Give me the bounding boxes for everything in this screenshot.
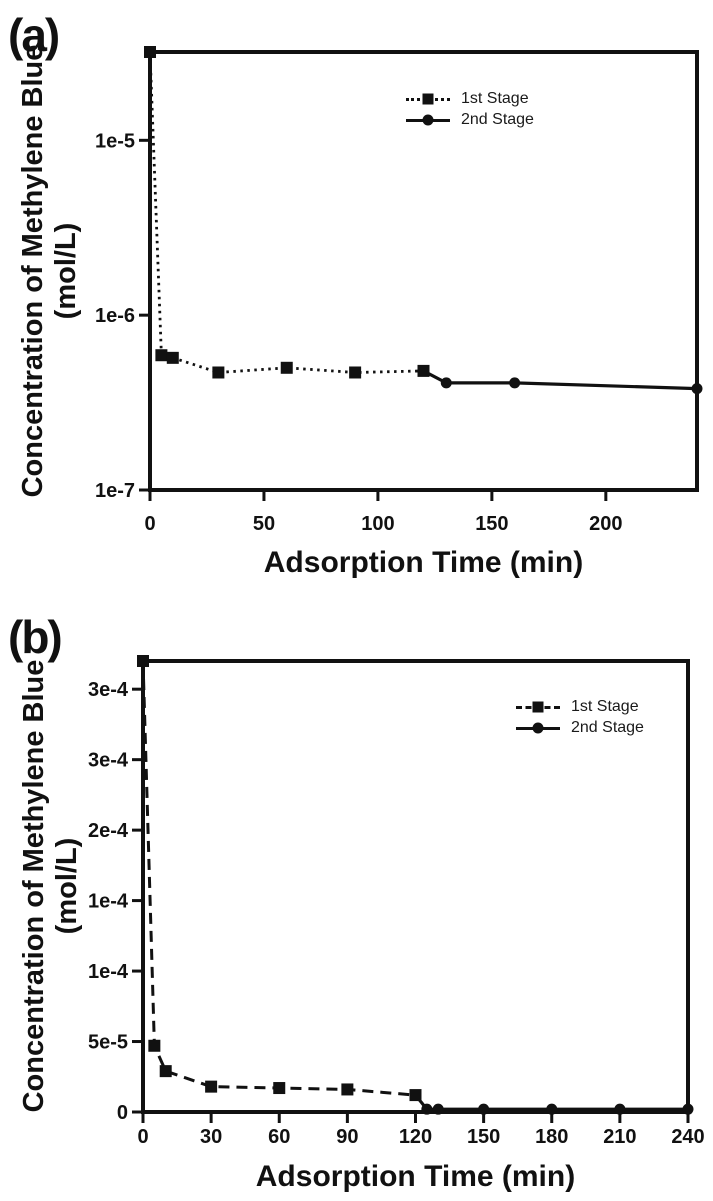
square-marker-icon <box>205 1080 218 1093</box>
square-marker-icon <box>409 1089 422 1102</box>
axes: 0 30 60 90 120 150 180 210 240 3e-4 3e-4 2e-4 1e-4 1e… <box>88 659 705 1148</box>
circle-marker-icon <box>614 1103 626 1115</box>
panel-a: 0 50 100 150 200 1e-5 1e-6 1e-7 (a) Concentrati… <box>0 0 713 600</box>
legend-a: 1st Stage 2nd Stage <box>406 89 534 130</box>
y-tick-label: 2e-4 <box>88 820 129 842</box>
series-line <box>148 51 424 374</box>
square-marker-icon <box>155 349 168 362</box>
legend-label-1st-stage: 1st Stage <box>571 698 639 715</box>
square-marker-icon <box>137 655 149 667</box>
circle-marker-icon <box>546 1103 558 1115</box>
legend-item-2nd-stage: 2nd Stage <box>406 110 534 130</box>
legend-item-1st-stage: 1st Stage <box>406 89 534 109</box>
legend-label-1st-stage: 1st Stage <box>461 90 529 107</box>
series-2nd-stage <box>414 1094 694 1115</box>
y-tick-label: 1e-4 <box>88 891 129 913</box>
series-1st-stage <box>137 655 422 1102</box>
series-line <box>141 660 416 1097</box>
x-tick-label: 30 <box>200 1126 222 1148</box>
series-line <box>422 369 698 391</box>
legend-swatch-solid-circle-icon <box>406 114 450 127</box>
x-tick-label: 100 <box>361 513 394 535</box>
axes: 0 50 100 150 200 1e-5 1e-6 1e-7 <box>95 50 699 535</box>
square-marker-icon <box>148 1039 161 1052</box>
square-marker-icon <box>280 361 293 374</box>
y-tick-label: 1e-5 <box>95 130 135 152</box>
legend-b: 1st Stage 2nd Stage <box>516 697 644 738</box>
panel-label-b: (b) <box>8 611 63 663</box>
square-marker-icon <box>273 1082 286 1095</box>
x-tick-label: 0 <box>137 1126 148 1148</box>
legend-label-2nd-stage: 2nd Stage <box>571 719 644 736</box>
x-tick-label: 200 <box>589 513 622 535</box>
plot-area-b: 0 30 60 90 120 150 180 210 240 3e-4 3e-4 2e-4 1e-4 1e… <box>88 655 705 1148</box>
circle-marker-icon <box>440 377 452 389</box>
x-tick-label: 0 <box>144 513 155 535</box>
x-tick-label: 120 <box>399 1126 432 1148</box>
y-axis-title-line1: Concentration of Methylene Blue <box>17 44 49 498</box>
square-marker-icon <box>341 1083 354 1096</box>
x-axis-title-a: Adsorption Time (min) <box>263 546 584 579</box>
plot-area-a: 0 50 100 150 200 1e-5 1e-6 1e-7 <box>95 46 703 535</box>
y-tick-label: 5e-5 <box>88 1032 128 1054</box>
y-tick-label: 3e-4 <box>88 679 129 701</box>
y-tick-label: 1e-7 <box>95 480 135 502</box>
square-marker-icon <box>166 351 179 364</box>
x-tick-label: 240 <box>671 1126 704 1148</box>
square-marker-icon <box>417 364 430 377</box>
y-tick-label: 1e-6 <box>95 305 135 327</box>
x-tick-label: 180 <box>535 1126 568 1148</box>
y-tick-label: 3e-4 <box>88 750 129 772</box>
x-tick-label: 210 <box>603 1126 636 1148</box>
series-2nd-stage <box>422 369 703 395</box>
legend-label-2nd-stage: 2nd Stage <box>461 111 534 128</box>
legend-swatch-solid-circle-icon <box>516 722 560 735</box>
square-marker-icon <box>349 366 362 379</box>
circle-marker-icon <box>421 1103 433 1115</box>
circle-marker-icon <box>432 1103 444 1115</box>
x-tick-label: 90 <box>336 1126 358 1148</box>
square-marker-icon <box>159 1065 172 1078</box>
y-tick-label: 1e-4 <box>88 961 129 983</box>
legend-swatch-dotted-square-icon <box>406 93 450 106</box>
y-tick-label: 0 <box>117 1102 128 1124</box>
y-axis-title-line1: Concentration of Methylene Blue <box>18 659 50 1113</box>
x-tick-label: 60 <box>268 1126 290 1148</box>
series-1st-stage <box>144 46 430 379</box>
legend-item-2nd-stage: 2nd Stage <box>516 718 644 738</box>
square-marker-icon <box>212 366 225 379</box>
y-axis-title-b: Concentration of Methylene Blue (mol/L) <box>18 626 86 1146</box>
x-axis-title-b: Adsorption Time (min) <box>255 1160 576 1193</box>
x-tick-label: 150 <box>475 513 508 535</box>
x-tick-label: 150 <box>467 1126 500 1148</box>
circle-marker-icon <box>682 1103 694 1115</box>
square-marker-icon <box>144 46 156 58</box>
y-axis-title-line2: (mol/L) <box>50 222 82 320</box>
y-axis-title-line2: (mol/L) <box>51 837 83 935</box>
legend-item-1st-stage: 1st Stage <box>516 697 644 717</box>
panel-label-a: (a) <box>8 9 60 61</box>
y-axis-title-a: Concentration of Methylene Blue (mol/L) <box>17 1 87 541</box>
circle-marker-icon <box>509 377 521 389</box>
legend-swatch-dashed-square-icon <box>516 701 560 714</box>
circle-marker-icon <box>478 1103 490 1115</box>
x-tick-label: 50 <box>253 513 275 535</box>
circle-marker-icon <box>691 383 703 395</box>
panel-b: 0 30 60 90 120 150 180 210 240 3e-4 3e-4 2e-4 1e-4 1e… <box>0 600 713 1201</box>
